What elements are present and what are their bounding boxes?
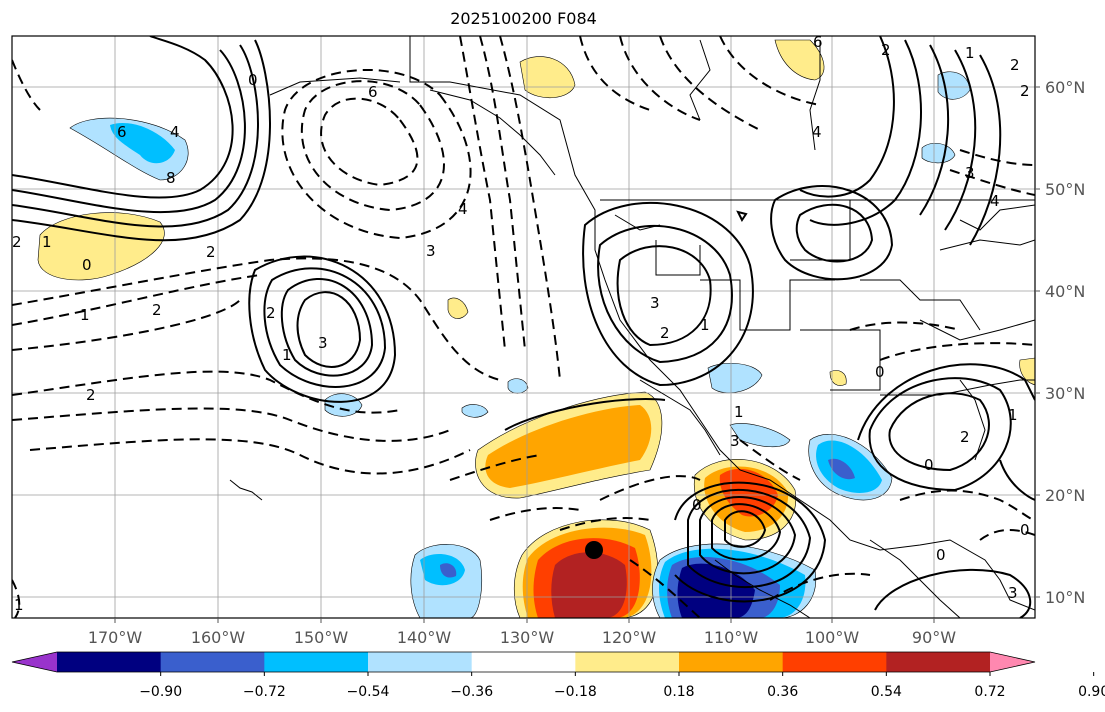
contour-label: 8 [166,169,176,187]
contour-label: 1 [1008,406,1018,424]
contour-label: 1 [965,44,975,62]
contour-labels: 6 4 8 2 1 0 2 1 2 1 2 3 4 6 3 2 3 1 2 4 … [12,33,1030,614]
colorbar-tick-label: −0.36 [450,684,493,700]
contour-label: 2 [1020,82,1030,100]
x-ticks [114,618,935,623]
colorbar-tick-label: −0.18 [554,684,597,700]
contour-label: 2 [152,301,162,319]
colorbar-segment [57,652,162,672]
lat-label: 40°N [1045,282,1085,301]
colorbar-segment [471,652,576,672]
colorbar-tick-label: −0.54 [347,684,390,700]
colorbar-outline [11,651,1036,673]
lat-label: 50°N [1045,180,1085,199]
contour-label: 6 [368,83,378,101]
lon-label: 100°W [805,628,860,647]
lat-label: 30°N [1045,384,1085,403]
colorbar-extend-high [990,652,1035,672]
lon-label: 120°W [602,628,657,647]
lon-label: 130°W [500,628,555,647]
contour-label: 1 [80,306,90,324]
contour-label: 0 [82,256,92,274]
contour-label: 2 [266,304,276,322]
colorbar-segment [160,652,265,672]
lon-label: 150°W [294,628,349,647]
contour-label: 0 [936,546,946,564]
colorbar-segment [368,652,473,672]
contour-label: 3 [730,432,740,450]
lat-label: 60°N [1045,78,1085,97]
graticule [12,36,1035,618]
colorbar-tick-label: −0.72 [243,684,286,700]
contour-label: 4 [458,200,468,218]
contour-label: 2 [206,243,216,261]
contour-label: 6 [117,123,127,141]
contour-label: 1 [734,403,744,421]
contour-label: 0 [692,496,702,514]
contour-label: 0 [875,363,885,381]
contour-label: 2 [12,233,22,251]
positive-contours [12,36,1035,618]
contour-label: 2 [86,386,96,404]
colorbar-tick-label: 0.90 [1078,684,1105,700]
negative-contours [12,36,1035,618]
lon-label: 140°W [397,628,452,647]
contour-label: 2 [1010,56,1020,74]
colorbar-labels: −0.90 −0.72 −0.54 −0.36 −0.18 0.18 0.36 0.54 0.7… [139,672,1105,700]
contour-label: 0 [248,71,258,89]
contour-label: 1 [14,596,24,614]
shade-negative-goa-core [110,122,175,164]
contour-label: 1 [700,316,710,334]
contour-label: 1 [42,233,52,251]
contour-label: 3 [650,294,660,312]
contour-label: 4 [990,192,1000,210]
map-frame [11,35,1036,619]
colorbar-tick-label: 0.36 [767,684,798,700]
colorbar [11,651,1036,673]
colorbar-tick-label: 0.54 [871,684,902,700]
lon-label: 170°W [88,628,143,647]
contour-label: 4 [170,123,180,141]
lon-label: 110°W [704,628,759,647]
contour-label: 4 [812,123,822,141]
colorbar-segment [886,652,991,672]
colorbar-segment [264,652,369,672]
contour-label: 3 [1008,584,1018,602]
colorbar-extend-low [12,652,57,672]
colorbar-tick-label: −0.90 [139,684,182,700]
lon-label: 90°W [912,628,956,647]
storm-center-dot [585,541,603,559]
shade-positive-coast [519,56,576,99]
contour-label: 3 [965,164,975,182]
latitude-labels: 60°N 50°N 40°N 30°N 20°N 10°N [1045,78,1085,607]
lat-label: 20°N [1045,486,1085,505]
map-title: 2025100200 F084 [450,9,597,28]
colorbar-segment [782,652,887,672]
contours [12,36,1035,618]
colorbar-tick-label: 0.72 [974,684,1005,700]
contour-label: 3 [426,242,436,260]
contour-label: 6 [813,33,823,51]
longitude-labels: 170°W 160°W 150°W 140°W 130°W 120°W 110°… [88,628,956,647]
y-ticks [1035,86,1040,598]
contour-label: 2 [881,41,891,59]
contour-label: 2 [960,428,970,446]
contour-label: 3 [318,334,328,352]
contour-label: 1 [282,346,292,364]
contour-label: 2 [660,324,670,342]
lon-label: 160°W [191,628,246,647]
colorbar-segment [679,652,784,672]
colorbar-segment [575,652,680,672]
contour-label: 0 [1020,521,1030,539]
shade-positive-north [774,39,825,81]
colorbar-tick-label: 0.18 [663,684,694,700]
lat-label: 10°N [1045,588,1085,607]
contour-label: 0 [924,456,934,474]
